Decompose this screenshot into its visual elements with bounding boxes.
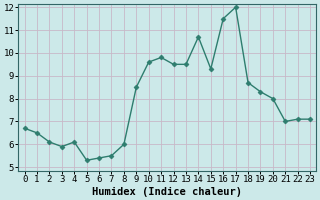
X-axis label: Humidex (Indice chaleur): Humidex (Indice chaleur) bbox=[92, 186, 242, 197]
